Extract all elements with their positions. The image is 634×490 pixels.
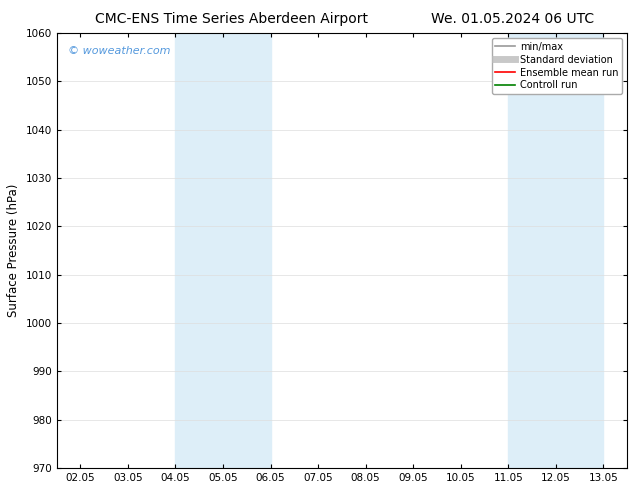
Y-axis label: Surface Pressure (hPa): Surface Pressure (hPa) bbox=[7, 184, 20, 318]
Bar bbox=[508, 33, 604, 468]
Text: CMC-ENS Time Series Aberdeen Airport: CMC-ENS Time Series Aberdeen Airport bbox=[95, 12, 368, 26]
Text: © woweather.com: © woweather.com bbox=[68, 46, 171, 56]
Legend: min/max, Standard deviation, Ensemble mean run, Controll run: min/max, Standard deviation, Ensemble me… bbox=[491, 38, 622, 95]
Text: We. 01.05.2024 06 UTC: We. 01.05.2024 06 UTC bbox=[431, 12, 594, 26]
Bar bbox=[176, 33, 271, 468]
